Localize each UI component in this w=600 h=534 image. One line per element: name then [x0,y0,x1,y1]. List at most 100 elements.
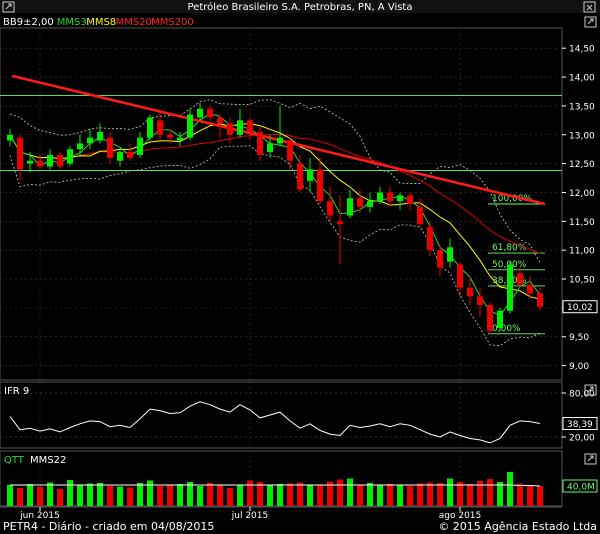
ifr-tick-label: 20,00 [569,434,595,444]
volume-bar [117,486,123,506]
x-tick-label: jun 2015 [19,511,60,521]
candle-body [537,293,543,307]
y-tick-label: 9,50 [569,333,589,343]
close-icon[interactable] [583,1,596,13]
volume-bar [137,483,143,506]
candle-body [17,137,23,170]
candle-body [157,120,163,135]
legend-item: MMS200 [151,17,194,28]
volume-bar [77,484,83,506]
volume-bar [307,484,313,506]
candle-body [267,143,273,153]
volume-bar [327,481,333,506]
legend-item: MMS8 [86,17,116,28]
candle-body [47,154,53,167]
candle-body [427,227,433,251]
volume-bar [447,478,453,506]
price-panel-expand-icon[interactable] [584,16,597,28]
ifr-last-tag [562,417,598,431]
bollinger-lower-line [9,145,541,347]
legend-item: MMS20 [116,17,152,28]
volume-bar [517,483,523,506]
candle-body [97,131,103,141]
fib-level-label: 61,80% [492,243,527,253]
volume-bar [97,483,103,506]
ifr-line [9,401,541,444]
y-tick-label: 14,00 [569,74,595,84]
volume-bar [147,480,153,506]
candle-body [27,160,33,164]
candle-body [87,137,93,144]
maximize-icon[interactable] [2,1,15,13]
candle-body [507,264,513,311]
volume-bar [167,485,173,506]
candle-body [377,192,383,202]
candle-body [517,273,523,285]
candle-body [497,310,503,329]
candle-body [227,123,233,135]
candle-body [207,108,213,118]
volume-bar [7,485,13,506]
candle-body [7,134,13,141]
candle-body [307,169,313,181]
volume-bar [387,484,393,506]
candle-body [337,221,343,225]
volume-ma-label: MMS22 [30,455,66,466]
candle-body [347,198,353,216]
volume-bar [417,483,423,506]
volume-bar [497,482,503,506]
candle-body [117,152,123,161]
ifr-panel [0,381,563,449]
candle-body [397,195,403,202]
ifr-last-label: 38,39 [567,420,593,430]
y-tick-label: 11,00 [569,247,595,257]
volume-bar [457,482,463,506]
candle-body [297,163,303,190]
candle-body [467,287,473,297]
volume-bar [287,483,293,506]
volume-bar [337,479,343,506]
candle-body [357,198,363,207]
legend-item: BB9±2,00 [3,17,54,28]
candle-body [477,296,483,305]
footer-right: © 2015 Agência Estado Ltda [438,520,597,533]
candle-body [247,120,253,132]
candle-body [257,131,263,155]
price-panel [0,27,563,381]
x-tick-label: ago 2015 [439,511,482,521]
volume-bar [427,482,433,506]
candle-body [367,201,373,207]
candle-body [287,140,293,161]
candle-body [457,264,463,288]
volume-bar [467,484,473,506]
volume-bar [357,484,363,506]
volume-bar [217,485,223,506]
volume-bar [227,488,233,506]
volume-bar [37,487,43,506]
candle-body [327,201,333,216]
y-tick-label: 12,50 [569,160,595,170]
candle-body [137,137,143,155]
ifr-tick-label: 80,00 [569,390,595,400]
candle-body [417,206,423,225]
ifr-panel-expand-icon[interactable] [584,384,597,396]
volume-panel-expand-icon[interactable] [584,453,597,465]
y-tick-label: 13,50 [569,102,595,112]
y-tick-label: 14,50 [569,45,595,55]
volume-bar [527,485,533,506]
y-tick-label: 11,50 [569,218,595,228]
chart-title: Petróleo Brasileiro S.A. Petrobras, PN, … [188,1,413,13]
candle-body [197,108,203,118]
candle-body [277,137,283,144]
volume-bar [247,480,253,506]
volume-bar [537,486,543,506]
volume-bar [257,482,263,506]
volume-bar [437,483,443,506]
volume-bar [237,485,243,506]
volume-bar [397,485,403,506]
candle-body [77,143,83,150]
candle-body [37,160,43,167]
candle-body [217,117,223,124]
volume-bar [87,483,93,506]
